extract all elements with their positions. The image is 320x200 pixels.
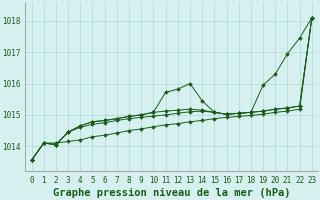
X-axis label: Graphe pression niveau de la mer (hPa): Graphe pression niveau de la mer (hPa)	[53, 188, 291, 198]
